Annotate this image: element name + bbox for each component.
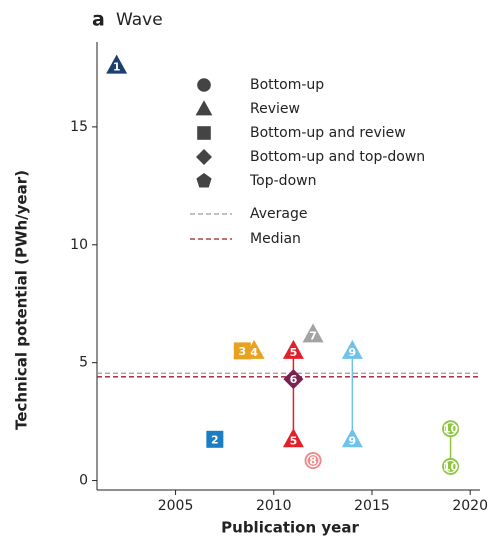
marker-label: 9 <box>349 346 357 359</box>
x-tick-label: 2020 <box>452 498 488 514</box>
legend-marker <box>196 173 212 188</box>
legend-label: Review <box>250 101 300 117</box>
marker <box>282 428 304 448</box>
panel-label: a <box>92 9 105 31</box>
x-tick-label: 2005 <box>158 498 194 514</box>
marker-label: 8 <box>309 455 317 468</box>
legend-label: Bottom-up and top-down <box>250 149 425 165</box>
marker <box>341 428 363 448</box>
x-tick-label: 2010 <box>256 498 292 514</box>
marker <box>302 323 324 343</box>
marker <box>206 430 224 448</box>
marker-ring <box>306 453 320 468</box>
y-tick-label: 5 <box>79 355 88 371</box>
y-axis-label: Technical potential (PWh/year) <box>13 170 31 430</box>
marker-label: 7 <box>309 329 317 342</box>
marker-label: 10 <box>443 460 459 473</box>
legend-marker <box>195 100 213 116</box>
marker <box>243 339 265 359</box>
marker-label: 2 <box>211 433 219 446</box>
marker-ring <box>443 459 458 474</box>
marker <box>282 339 304 359</box>
marker-label: 1 <box>113 61 121 74</box>
legend-label: Top-down <box>249 173 316 189</box>
x-tick-label: 2015 <box>354 498 390 514</box>
marker <box>106 54 128 74</box>
y-tick-label: 10 <box>70 237 88 253</box>
legend-marker <box>197 126 211 140</box>
marker-label: 10 <box>443 423 459 436</box>
chart-title: Wave <box>116 10 163 30</box>
marker-ring <box>443 422 458 436</box>
marker <box>283 369 304 390</box>
legend-label: Bottom-up and review <box>250 125 406 141</box>
marker <box>341 339 363 359</box>
legend-label: Bottom-up <box>250 77 324 93</box>
legend-label: Average <box>250 206 308 222</box>
marker-label: 4 <box>250 346 258 359</box>
marker-label: 5 <box>290 346 298 359</box>
y-tick-label: 15 <box>70 119 88 135</box>
y-tick-label: 0 <box>79 473 88 489</box>
x-axis-label: Publication year <box>221 519 359 537</box>
marker-label: 9 <box>349 434 357 447</box>
marker-label: 5 <box>290 434 298 447</box>
marker-label: 3 <box>239 345 247 358</box>
marker-label: 6 <box>290 373 298 386</box>
legend-marker <box>197 78 211 92</box>
legend-label: Median <box>250 231 301 247</box>
legend-marker <box>196 149 212 165</box>
